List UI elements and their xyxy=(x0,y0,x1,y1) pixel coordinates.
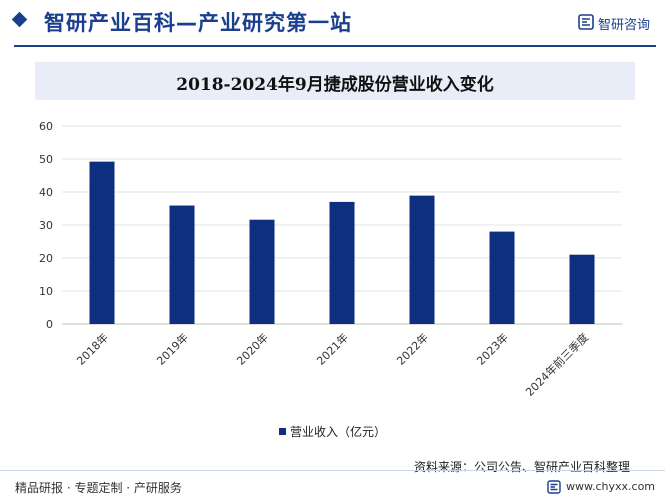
bar xyxy=(489,231,515,324)
y-tick-label: 40 xyxy=(39,186,53,199)
zhiyan-small-logo-icon xyxy=(547,480,561,494)
bar xyxy=(89,161,115,324)
x-tick-label: 2020年 xyxy=(234,330,271,367)
x-tick-label: 2024年前三季度 xyxy=(523,330,592,399)
legend-swatch xyxy=(279,428,286,435)
bar xyxy=(169,205,195,324)
header-divider xyxy=(14,45,656,47)
brand-name: 智研咨询 xyxy=(598,18,651,33)
x-tick-label: 2019年 xyxy=(154,330,191,367)
zhiyan-logo-icon xyxy=(578,14,594,30)
page-header: 智研产业百科—产业研究第一站 智研咨询 xyxy=(0,0,665,44)
site-title: 智研产业百科—产业研究第一站 xyxy=(44,11,352,35)
y-tick-label: 10 xyxy=(39,285,53,298)
bar xyxy=(569,254,595,324)
y-tick-label: 20 xyxy=(39,252,53,265)
chart-title-band xyxy=(35,62,635,100)
footer-services: 精品研报 · 专题定制 · 产研服务 xyxy=(15,481,182,495)
footer-website: www.chyxx.com xyxy=(566,480,656,493)
y-tick-label: 30 xyxy=(39,219,53,232)
y-tick-label: 50 xyxy=(39,153,53,166)
legend-label: 营业收入（亿元） xyxy=(290,424,386,439)
footer-divider xyxy=(0,470,665,471)
x-tick-label: 2023年 xyxy=(474,330,511,367)
page-footer: 精品研报 · 专题定制 · 产研服务 www.chyxx.com xyxy=(0,470,665,500)
x-tick-label: 2018年 xyxy=(74,330,111,367)
bar-chart: 0 10 20 30 40 50 60 2018年 2019年 2020年 2021年 2022年 20… xyxy=(39,120,622,439)
x-tick-label: 2021年 xyxy=(314,330,351,367)
y-tick-label: 0 xyxy=(46,318,53,331)
bar xyxy=(249,219,275,324)
chart-title: 2018-2024年9月捷成股份营业收入变化 xyxy=(176,75,494,95)
bar xyxy=(409,195,435,324)
bar xyxy=(329,201,355,324)
x-tick-label: 2022年 xyxy=(394,330,431,367)
y-tick-label: 60 xyxy=(39,120,53,133)
